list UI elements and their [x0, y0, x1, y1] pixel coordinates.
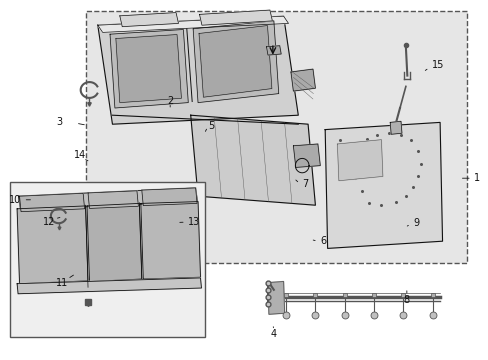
Polygon shape [110, 30, 188, 108]
Polygon shape [116, 35, 181, 103]
Polygon shape [193, 21, 278, 103]
Text: 11: 11 [56, 278, 68, 288]
Polygon shape [267, 282, 284, 314]
Polygon shape [190, 115, 315, 205]
Polygon shape [199, 10, 272, 25]
Text: 5: 5 [207, 121, 214, 131]
Text: 7: 7 [302, 179, 308, 189]
Text: 14: 14 [74, 150, 86, 160]
Text: 4: 4 [270, 329, 276, 339]
Text: 3: 3 [56, 117, 62, 127]
Polygon shape [17, 206, 88, 284]
Polygon shape [98, 16, 288, 32]
Polygon shape [142, 188, 197, 206]
Polygon shape [290, 69, 315, 91]
Polygon shape [20, 193, 84, 212]
Text: 10: 10 [9, 195, 21, 205]
Polygon shape [293, 144, 320, 167]
Bar [85, 11, 466, 263]
Polygon shape [87, 203, 142, 282]
Bar [10, 182, 205, 337]
Polygon shape [120, 13, 178, 27]
Text: 12: 12 [43, 217, 55, 227]
Text: 8: 8 [403, 294, 409, 305]
Polygon shape [389, 121, 401, 134]
Polygon shape [199, 26, 271, 97]
Polygon shape [266, 46, 281, 55]
Text: 2: 2 [167, 96, 173, 106]
Text: 1: 1 [473, 173, 480, 183]
Polygon shape [88, 191, 138, 208]
Text: 13: 13 [188, 217, 200, 228]
Text: 15: 15 [431, 60, 443, 70]
Polygon shape [141, 202, 200, 279]
Text: 9: 9 [412, 218, 419, 228]
Polygon shape [337, 140, 382, 181]
Polygon shape [17, 278, 201, 294]
Polygon shape [19, 188, 197, 210]
Polygon shape [98, 16, 298, 124]
Text: 6: 6 [320, 236, 326, 246]
Polygon shape [325, 122, 442, 248]
